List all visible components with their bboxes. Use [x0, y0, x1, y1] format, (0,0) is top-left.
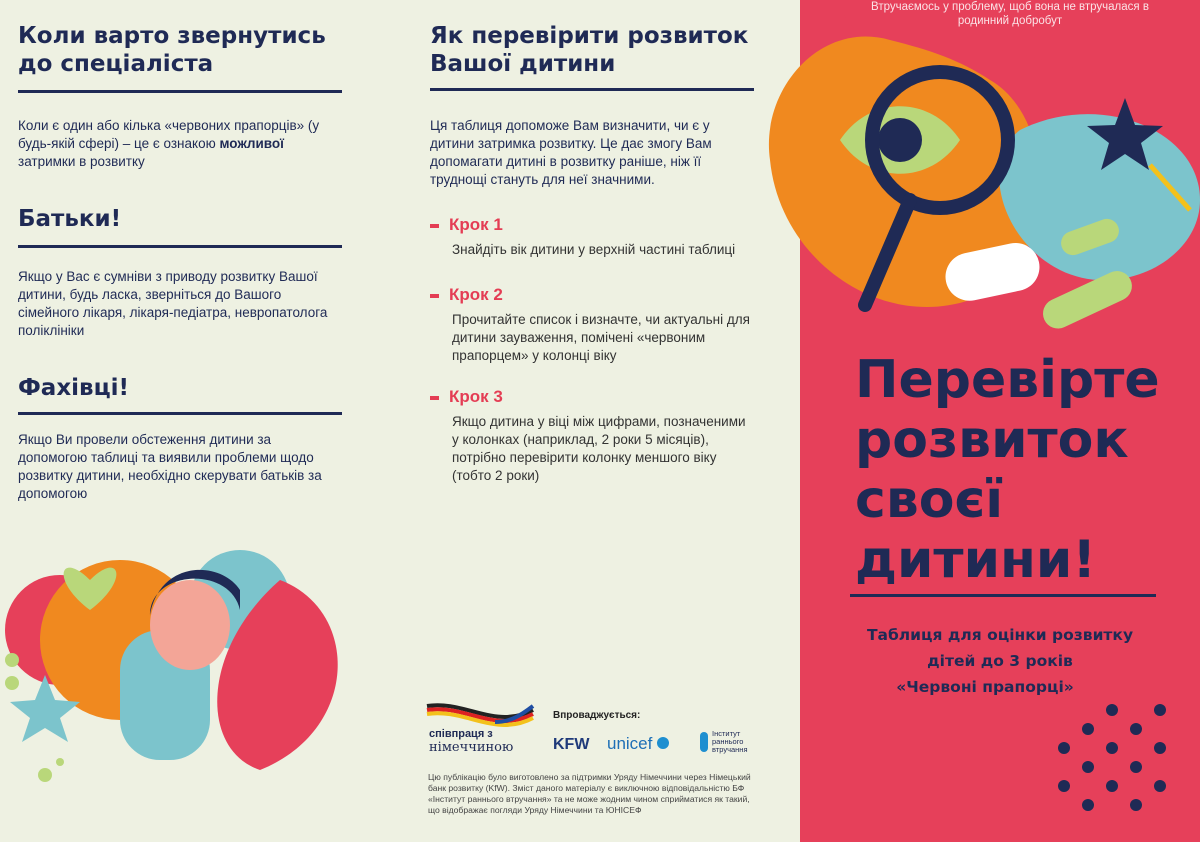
child-illustration — [5, 550, 338, 782]
divider — [18, 412, 342, 415]
divider — [430, 88, 754, 91]
heart-icon — [63, 567, 117, 610]
specialist-text: Коли є один або кілька «червоних прапорц… — [18, 118, 320, 169]
left-column: Коли варто звернутись до спеціаліста Кол… — [18, 22, 342, 503]
dot — [1130, 799, 1142, 811]
kfw-logo: KFW — [553, 736, 590, 753]
section-title-specialists: Фахівці! — [18, 375, 130, 401]
dot — [1082, 799, 1094, 811]
step-3: Крок 3 Якщо дитина у віці між цифрами, п… — [430, 387, 754, 485]
disclaimer: Цю публікацію було виготовлено за підтри… — [428, 772, 751, 815]
dot — [1154, 704, 1166, 716]
dots-pattern — [1058, 704, 1166, 811]
unicef-logo: unicef — [607, 734, 670, 754]
dot — [1130, 723, 1142, 735]
step-1: Крок 1 Знайдіть вік дитини у верхній час… — [430, 215, 754, 259]
divider — [850, 594, 1156, 597]
star-icon — [1087, 98, 1163, 170]
person-icon — [700, 732, 708, 752]
magnifier-icon — [865, 65, 1015, 215]
cover-illustration — [768, 0, 1200, 329]
dot — [1082, 723, 1094, 735]
germany-ukraine-flag-logo — [426, 703, 535, 727]
cover-subtitle: Таблиця для оцінки розвитку дітей до 3 р… — [866, 626, 1134, 696]
dot — [1058, 780, 1070, 792]
institute-logo: Інститут раннього втручання — [700, 730, 760, 754]
middle-column: Як перевірити розвиток Вашої дитини Ця т… — [430, 22, 754, 485]
logos: співпраця з німеччиною Впроваджується: K… — [425, 700, 755, 760]
dot — [1106, 742, 1118, 754]
intro-text: Ця таблиця допоможе Вам визначити, чи є … — [430, 118, 712, 187]
dot — [1106, 704, 1118, 716]
section-title-specialist: Коли варто звернутись до спеціаліста — [18, 23, 326, 77]
divider — [18, 90, 342, 93]
parents-text: Якщо у Вас є сумніви з приводу розвитку … — [18, 269, 328, 338]
dot — [1058, 742, 1070, 754]
middle-title: Як перевірити розвиток Вашої дитини — [430, 23, 749, 77]
star-icon — [10, 675, 80, 742]
dot — [1106, 780, 1118, 792]
cover-title: Перевірте розвиток своєї дитини! — [855, 350, 1160, 590]
divider — [18, 245, 342, 248]
step-2: Крок 2 Прочитайте список і визначте, чи … — [430, 285, 754, 365]
section-title-parents: Батьки! — [18, 206, 122, 232]
dot — [1154, 780, 1166, 792]
dot — [1130, 761, 1142, 773]
slogan: Втручаємось у проблему, щоб вона не втру… — [871, 1, 1149, 27]
dot — [1082, 761, 1094, 773]
unicef-emblem-icon — [657, 737, 670, 749]
specialists-text: Якщо Ви провели обстеження дитини за доп… — [18, 432, 322, 501]
dot — [1154, 742, 1166, 754]
